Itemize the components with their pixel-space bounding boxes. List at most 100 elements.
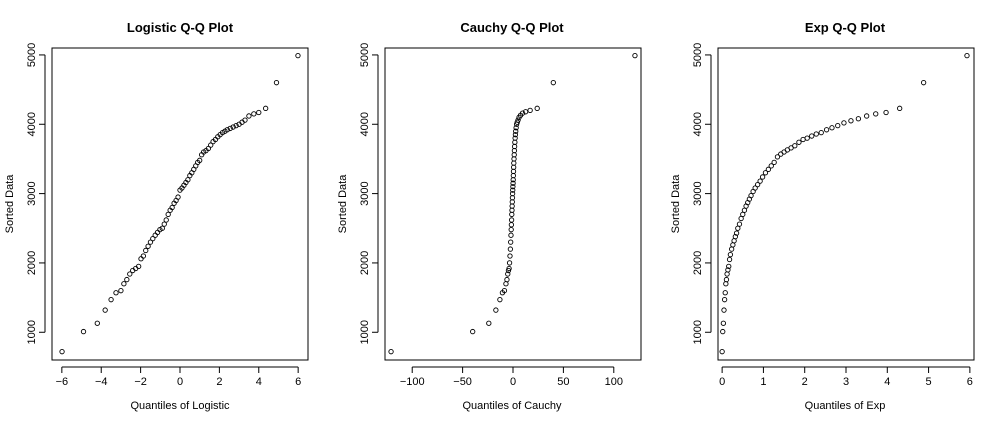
logistic-data-point xyxy=(295,52,301,59)
cauchy-data-point xyxy=(510,187,516,193)
cauchy-data-point xyxy=(515,117,521,123)
cauchy-data-point xyxy=(493,307,499,313)
logistic-y-tick-label: 1000 xyxy=(26,320,38,344)
cauchy-data-point xyxy=(507,253,513,259)
cauchy-data-point xyxy=(519,110,526,116)
cauchy-data-point xyxy=(497,297,503,303)
exp-x-tick-label: 4 xyxy=(884,376,890,388)
logistic-data-point xyxy=(154,229,161,236)
exp-data-point xyxy=(964,52,970,59)
exp-y-tick-label: 2000 xyxy=(692,251,704,275)
exp-data-point xyxy=(726,256,733,263)
cauchy-data-point xyxy=(506,265,512,272)
logistic-data-point xyxy=(233,123,239,129)
logistic-x-axis-label: Quantiles of Logistic xyxy=(130,400,230,412)
exp-marks: 0 1 2 3 4 5 6 1000 2000 3000 4000 5000 xyxy=(692,43,973,388)
logistic-data-point xyxy=(230,124,236,130)
logistic-y-tick-label: 2000 xyxy=(26,251,38,275)
logistic-qq-panel: Logistic Q-Q Plot Quantiles of Logistic … xyxy=(4,20,309,412)
logistic-x-tick-label: −6 xyxy=(56,376,69,388)
logistic-data-point xyxy=(118,288,124,294)
exp-data-point xyxy=(733,230,740,236)
exp-data-point xyxy=(765,166,772,172)
logistic-data-point xyxy=(143,247,149,254)
exp-data-point xyxy=(748,193,754,199)
cauchy-marks: −100 −50 0 50 100 1000 2000 3000 4000 5000 xyxy=(359,43,638,388)
logistic-data-point xyxy=(127,271,133,277)
exp-data-point xyxy=(762,170,769,176)
exp-data-point xyxy=(835,123,841,129)
exp-x-axis-label: Quantiles of Exp xyxy=(805,400,886,412)
exp-data-point xyxy=(732,233,738,240)
logistic-data-point xyxy=(161,221,167,227)
logistic-data-point xyxy=(124,276,130,283)
exp-data-point xyxy=(752,185,758,191)
cauchy-data-point xyxy=(513,128,519,134)
logistic-data-point xyxy=(135,263,142,270)
cauchy-data-point xyxy=(527,107,533,114)
logistic-data-point xyxy=(273,80,280,86)
logistic-data-point xyxy=(169,204,175,211)
logistic-panel-title: Logistic Q-Q Plot xyxy=(127,20,234,35)
cauchy-y-tick-label: 5000 xyxy=(359,43,371,67)
exp-x-tick-label: 1 xyxy=(760,376,766,388)
logistic-data-point xyxy=(242,117,248,123)
exp-x-tick-label: 0 xyxy=(719,376,725,388)
cauchy-data-point xyxy=(513,125,519,131)
cauchy-data-point xyxy=(510,180,516,186)
cauchy-data-point xyxy=(501,288,508,294)
logistic-data-point xyxy=(94,320,100,326)
logistic-y-tick-label: 3000 xyxy=(26,181,38,205)
cauchy-data-point xyxy=(512,132,519,138)
logistic-x-tick-label: 6 xyxy=(295,376,301,388)
exp-qq-panel: Exp Q-Q Plot Quantiles of Exp Sorted Dat… xyxy=(670,20,975,412)
logistic-y-tick-label: 4000 xyxy=(26,112,38,136)
exp-data-point xyxy=(768,163,774,169)
logistic-data-point xyxy=(246,113,252,119)
cauchy-data-point xyxy=(388,349,394,355)
cauchy-data-point xyxy=(534,105,540,111)
exp-data-point xyxy=(757,178,763,184)
cauchy-data-point xyxy=(632,52,638,59)
exp-data-point xyxy=(897,105,903,111)
cauchy-y-axis-label: Sorted Data xyxy=(337,174,349,234)
exp-data-point xyxy=(725,267,731,273)
exp-plot-box xyxy=(717,47,975,361)
cauchy-data-point xyxy=(522,109,529,115)
cauchy-panel-title: Cauchy Q-Q Plot xyxy=(460,20,564,35)
logistic-data-point xyxy=(113,290,119,296)
exp-data-point xyxy=(771,159,777,166)
cauchy-x-tick-label: 0 xyxy=(510,376,516,388)
cauchy-y-tick-label: 3000 xyxy=(359,181,371,205)
exp-data-point xyxy=(721,307,727,313)
logistic-y-tick-label: 5000 xyxy=(26,43,38,67)
cauchy-x-tick-label: 50 xyxy=(557,376,569,388)
logistic-data-point xyxy=(102,307,108,313)
exp-data-point xyxy=(759,174,766,180)
exp-data-point xyxy=(754,181,761,188)
exp-data-point xyxy=(724,271,730,277)
cauchy-y-tick-label: 2000 xyxy=(359,251,371,275)
cauchy-qq-panel: Cauchy Q-Q Plot Quantiles of Cauchy Sort… xyxy=(337,20,642,412)
cauchy-plot-box xyxy=(384,47,642,361)
cauchy-data-point xyxy=(508,226,514,233)
exp-y-tick-label: 3000 xyxy=(692,181,704,205)
logistic-data-point xyxy=(145,243,151,249)
logistic-data-point xyxy=(108,297,114,303)
exp-data-point xyxy=(720,328,726,335)
exp-data-point xyxy=(720,320,727,326)
exp-data-point xyxy=(920,80,927,86)
exp-data-point xyxy=(855,116,862,122)
logistic-x-tick-label: 0 xyxy=(177,376,183,388)
cauchy-data-point xyxy=(508,239,514,245)
logistic-data-point xyxy=(251,111,257,117)
logistic-x-tick-label: 2 xyxy=(216,376,222,388)
logistic-data-point xyxy=(256,109,262,116)
logistic-data-point xyxy=(121,281,127,287)
logistic-plot-box xyxy=(51,47,309,361)
cauchy-y-tick-label: 4000 xyxy=(359,112,371,136)
exp-x-tick-label: 2 xyxy=(802,376,808,388)
cauchy-x-axis-label: Quantiles of Cauchy xyxy=(462,400,562,412)
exp-data-point xyxy=(719,349,725,355)
